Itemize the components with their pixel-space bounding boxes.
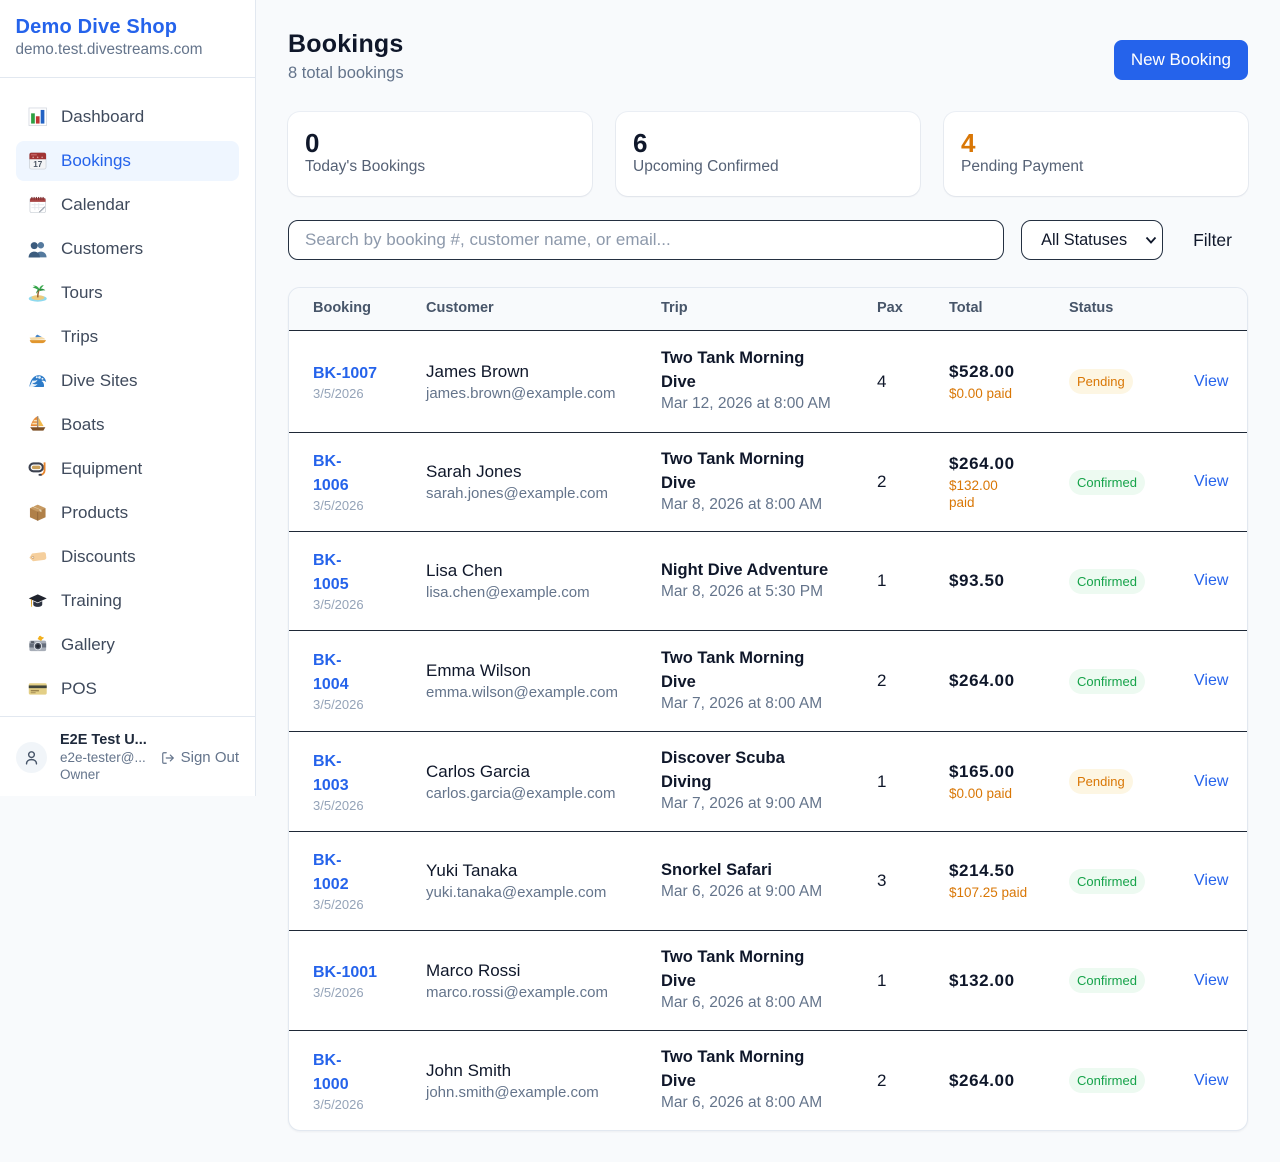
svg-text:17: 17 bbox=[33, 160, 43, 169]
